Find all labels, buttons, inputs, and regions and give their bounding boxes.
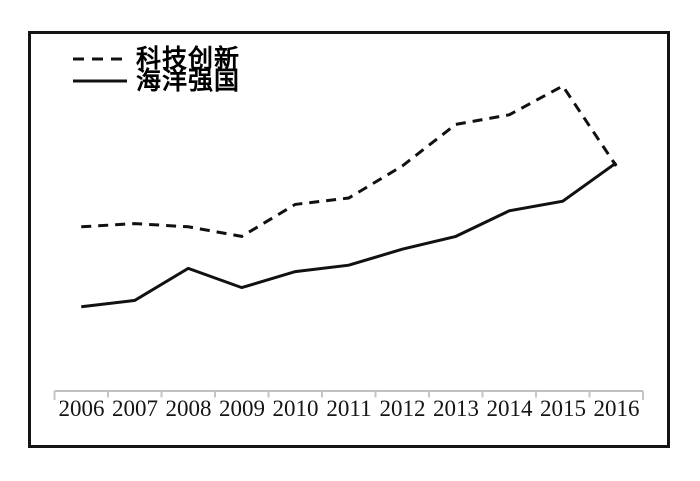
x-axis-label: 2006 xyxy=(58,396,105,421)
x-axis-label: 2014 xyxy=(486,396,533,421)
legend-label: 海洋强国 xyxy=(136,67,241,95)
legend: 科技创新 海洋强国 xyxy=(72,45,241,95)
x-axis-label: 2015 xyxy=(540,396,586,421)
x-axis-label: 2016 xyxy=(593,396,640,421)
legend-item-maritime-power: 海洋强国 xyxy=(72,67,241,95)
x-axis-label: 2008 xyxy=(165,396,212,421)
x-axis-label: 2007 xyxy=(112,396,158,421)
x-axis-label: 2012 xyxy=(379,396,426,421)
solid-line-sample xyxy=(73,79,127,83)
dashed-line-sample xyxy=(73,57,127,61)
legend-label: 科技创新 xyxy=(136,45,241,73)
chart-frame xyxy=(28,31,670,448)
x-axis-label: 2013 xyxy=(433,396,479,421)
x-axis-label: 2010 xyxy=(272,396,319,421)
x-axis-labels: 2006 2007 2008 2009 2010 2011 2012 2013 2014 2015… xyxy=(0,396,700,428)
x-axis-label: 2009 xyxy=(219,396,265,421)
legend-item-tech-innovation: 科技创新 xyxy=(72,45,241,73)
x-axis-label: 2011 xyxy=(326,396,372,421)
